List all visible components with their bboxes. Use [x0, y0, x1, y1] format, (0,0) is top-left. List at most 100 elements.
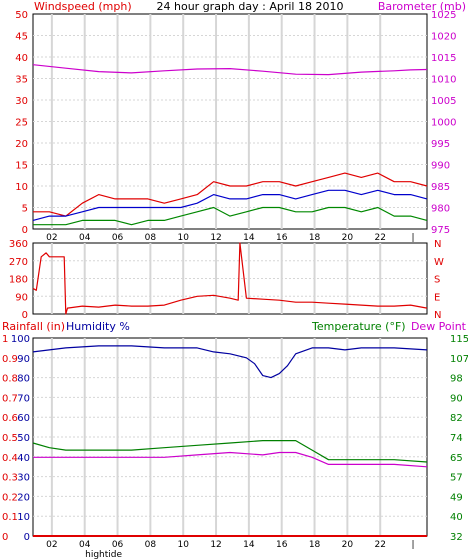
y-tick-label-temperature: 115: [450, 334, 468, 345]
y-tick-label-temperature: 32: [450, 532, 463, 543]
y-tick-label-temperature: 107: [450, 354, 468, 365]
y-tick-label-barometer: 1025: [431, 10, 456, 21]
series-line-wind_gust_low: [33, 206, 428, 226]
y-tick-label-compass: S: [434, 275, 440, 286]
y-tick-label-humidity: 50: [17, 433, 30, 444]
y-tick-label-barometer: 1015: [431, 53, 456, 64]
y-axis-label-temperature: Temperature (°F): [311, 320, 406, 333]
y-tick-label-temperature: 90: [450, 393, 463, 404]
x-tick-label: 16: [276, 233, 288, 243]
y-tick-label-windspeed: 35: [15, 75, 28, 86]
series-line-windspeed_avg: [32, 189, 428, 221]
y-tick-label-windspeed: 5: [22, 204, 28, 215]
x-tick-label: 04: [79, 233, 91, 243]
x-tick-label: 10: [177, 233, 189, 243]
series-line-windspeed: [33, 172, 428, 217]
x-tick-label: 06: [112, 233, 124, 243]
x-tick-label: 02: [46, 233, 57, 243]
y-axis-label-barometer: Barometer (mb): [378, 0, 466, 13]
x-tick-label: 14: [243, 233, 255, 243]
y-tick-label-windspeed: 50: [15, 10, 28, 21]
y-tick-label-direction: 0: [22, 310, 28, 321]
y-tick-label-humidity: 10: [17, 512, 30, 523]
series-line-dewpoint: [33, 451, 428, 468]
y-tick-label-windspeed: 25: [15, 118, 28, 129]
y-tick-label-windspeed: 40: [15, 53, 28, 64]
y-tick-label-temperature: 65: [450, 453, 463, 464]
x-tick-label: 08: [145, 233, 157, 243]
x-tick-label: 20: [342, 540, 354, 550]
x-tick-label: 22: [374, 540, 385, 550]
y-tick-label-barometer: 1005: [431, 96, 456, 107]
y-tick-label-windspeed: 10: [15, 182, 28, 193]
y-tick-label-compass: N: [434, 310, 441, 321]
x-tick-label: 20: [342, 233, 354, 243]
x-tick-label: 08: [145, 540, 157, 550]
y-tick-label-temperature: 98: [450, 374, 463, 385]
y-tick-label-direction: 360: [9, 239, 28, 250]
x-tick-label: 18: [309, 233, 321, 243]
y-tick-label-compass: N: [434, 239, 441, 250]
y-tick-label-humidity: 70: [17, 393, 30, 404]
y-tick-label-direction: 180: [9, 275, 28, 286]
y-tick-label-direction: 90: [15, 292, 28, 303]
x-tick-label: 14: [243, 540, 255, 550]
x-tick-label: 16: [276, 540, 288, 550]
y-tick-label-barometer: 1020: [431, 32, 456, 43]
x-tick-label: 06: [112, 540, 124, 550]
y-tick-label-rainfall: 0.3: [2, 473, 18, 484]
x-tick-label: |: [412, 233, 415, 243]
y-tick-label-rainfall: 0: [2, 532, 8, 543]
x-tick-label: 12: [210, 540, 221, 550]
y-tick-label-barometer: 995: [431, 139, 450, 150]
y-tick-label-windspeed: 20: [15, 139, 28, 150]
y-tick-label-windspeed: 0: [22, 225, 28, 236]
y-tick-label-temperature: 49: [450, 492, 463, 503]
y-tick-label-windspeed: 45: [15, 32, 28, 43]
y-axis-label-humidity: Humidity %: [66, 320, 130, 333]
y-tick-label-rainfall: 0.7: [2, 393, 18, 404]
x-under-label: hightide: [85, 550, 122, 559]
y-tick-label-barometer: 980: [431, 204, 450, 215]
y-tick-label-humidity: 100: [11, 334, 30, 345]
y-tick-label-barometer: 975: [431, 225, 450, 236]
y-tick-label-rainfall: 0.4: [2, 453, 18, 464]
series-line-direction: [32, 242, 428, 315]
x-tick-label: 04: [79, 540, 91, 550]
y-tick-label-humidity: 30: [17, 473, 30, 484]
y-tick-label-rainfall: 0.8: [2, 374, 18, 385]
y-axis-label-windspeed: Windspeed (mph): [34, 0, 132, 13]
y-tick-label-temperature: 82: [450, 413, 463, 424]
y-tick-label-direction: 270: [9, 257, 28, 268]
series-line-barometer: [32, 64, 428, 76]
x-tick-label: |: [412, 540, 415, 550]
y-axis-label-dewpoint: Dew Point: [411, 320, 467, 333]
y-tick-label-barometer: 1010: [431, 75, 456, 86]
series-line-humidity: [32, 345, 428, 379]
y-tick-label-humidity: 90: [17, 354, 30, 365]
y-tick-label-rainfall: 0.5: [2, 433, 18, 444]
chart-title: 24 hour graph day : April 18 2010: [157, 0, 344, 13]
y-tick-label-humidity: 20: [17, 492, 30, 503]
y-tick-label-temperature: 74: [450, 433, 463, 444]
x-tick-label: 22: [374, 233, 385, 243]
y-tick-label-rainfall: 0.1: [2, 512, 18, 523]
x-tick-label: 18: [309, 540, 321, 550]
x-tick-label: 10: [177, 540, 189, 550]
y-tick-label-humidity: 80: [17, 374, 30, 385]
y-tick-label-humidity: 40: [17, 453, 30, 464]
y-tick-label-barometer: 985: [431, 182, 450, 193]
y-tick-label-temperature: 40: [450, 512, 463, 523]
y-tick-label-windspeed: 15: [15, 161, 28, 172]
y-tick-label-windspeed: 30: [15, 96, 28, 107]
series-line-temperature: [32, 440, 428, 463]
y-tick-label-rainfall: 0.6: [2, 413, 18, 424]
y-tick-label-barometer: 990: [431, 161, 450, 172]
y-tick-label-rainfall: 0.2: [2, 492, 18, 503]
y-tick-label-humidity: 60: [17, 413, 30, 424]
y-tick-label-compass: W: [434, 257, 444, 268]
y-tick-label-temperature: 57: [450, 473, 463, 484]
y-tick-label-humidity: 0: [24, 532, 30, 543]
y-tick-label-compass: E: [434, 292, 440, 303]
